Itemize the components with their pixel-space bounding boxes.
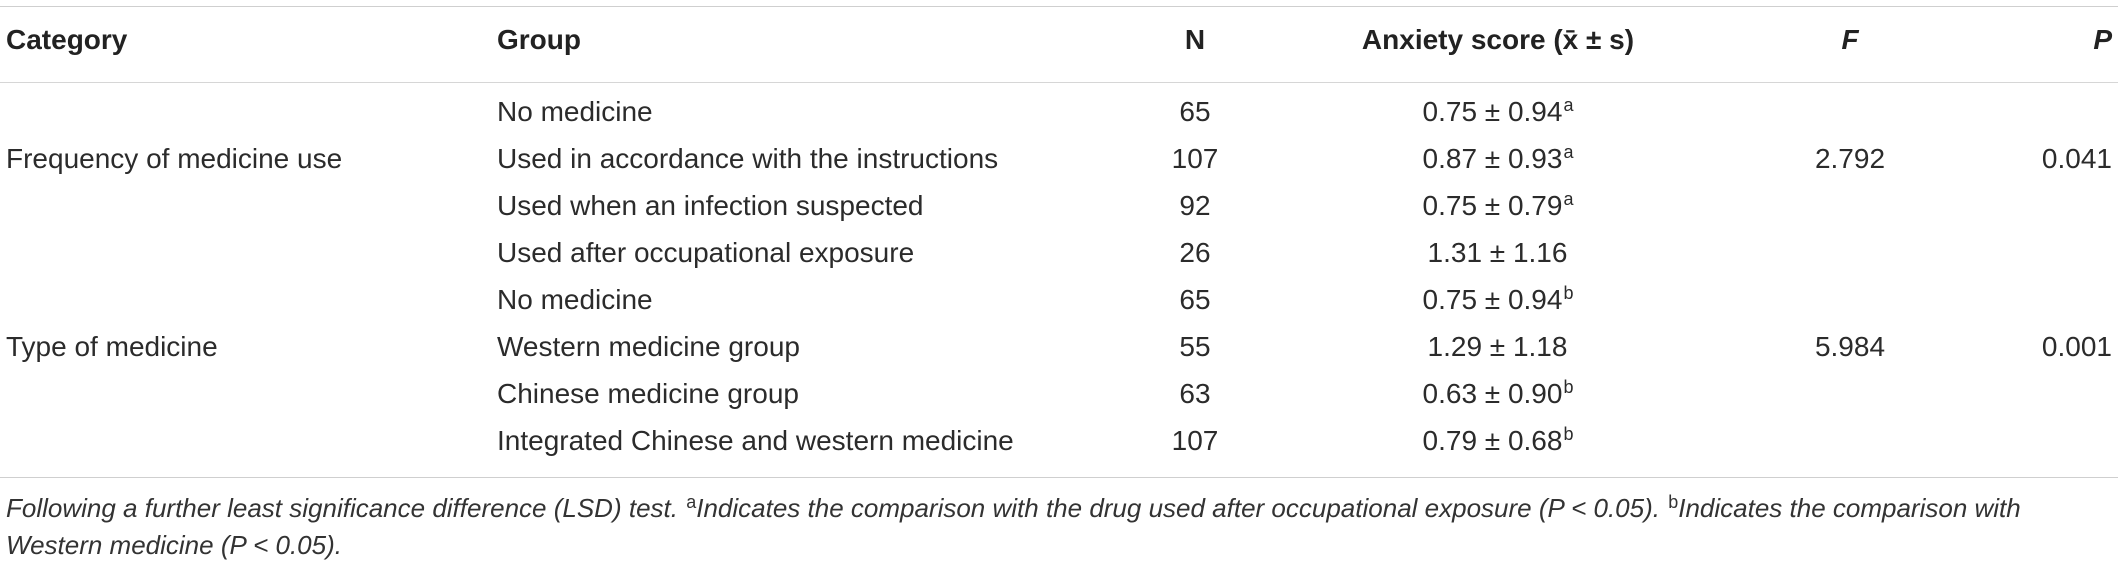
header-p: P: [2093, 24, 2112, 55]
cell-n: 65: [1179, 96, 1211, 127]
cell-p: 0.041: [2041, 143, 2112, 174]
anxiety-value: 1.29 ± 1.18: [1427, 331, 1568, 362]
footnote-mark-b: b: [1668, 492, 1679, 512]
superscript-mark: a: [1563, 95, 1574, 115]
cell-group: No medicine: [497, 96, 653, 127]
superscript-mark: a: [1563, 142, 1574, 162]
table-row: No medicine 65 0.75 ± 0.94a: [0, 92, 2118, 132]
header-group: Group: [497, 24, 581, 55]
table-row: Integrated Chinese and western medicine …: [0, 421, 2118, 461]
anxiety-value: 0.87 ± 0.93: [1422, 143, 1563, 174]
cell-anxiety-score: 1.29 ± 1.18: [1320, 327, 1676, 367]
header-rule: [0, 82, 2118, 83]
cell-anxiety-score: 0.87 ± 0.93a: [1320, 139, 1676, 179]
table-row: Chinese medicine group 63 0.63 ± 0.90b: [0, 374, 2118, 414]
table-header-row: Category Group N Anxiety score (x̄ ± s) …: [0, 20, 2118, 60]
cell-n: 63: [1179, 378, 1211, 409]
table-top-rule: [0, 6, 2118, 7]
cell-n: 107: [1171, 143, 1219, 174]
cell-group: Used after occupational exposure: [497, 237, 915, 268]
table-footnote: Following a further least significance d…: [6, 490, 2112, 564]
cell-anxiety-score: 1.31 ± 1.16: [1320, 233, 1676, 273]
cell-anxiety-score: 0.79 ± 0.68b: [1320, 421, 1676, 461]
cell-group: Chinese medicine group: [497, 378, 799, 409]
anxiety-value: 1.31 ± 1.16: [1427, 237, 1568, 268]
anxiety-value: 0.63 ± 0.90: [1422, 378, 1563, 409]
header-f: F: [1841, 24, 1859, 55]
cell-group: Used in accordance with the instructions: [497, 143, 999, 174]
cell-n: 107: [1171, 425, 1219, 456]
superscript-mark: b: [1563, 377, 1574, 397]
cell-category: Frequency of medicine use: [6, 143, 343, 174]
cell-p: 0.001: [2041, 331, 2112, 362]
cell-group: Western medicine group: [497, 331, 800, 362]
cell-n: 65: [1179, 284, 1211, 315]
footnote-text-a: Indicates the comparison with the drug u…: [696, 493, 1668, 523]
footnote-mark-a: a: [686, 492, 697, 512]
table-row: No medicine 65 0.75 ± 0.94b: [0, 280, 2118, 320]
cell-n: 55: [1179, 331, 1211, 362]
cell-category: Type of medicine: [6, 331, 218, 362]
table-bottom-rule: [0, 477, 2118, 478]
header-anxiety-score: Anxiety score (x̄ ± s): [1361, 24, 1635, 55]
superscript-mark: b: [1563, 283, 1574, 303]
superscript-mark: a: [1563, 189, 1574, 209]
table-row: Type of medicine Western medicine group …: [0, 327, 2118, 367]
table-row: Used when an infection suspected 92 0.75…: [0, 186, 2118, 226]
cell-f: 2.792: [1814, 143, 1886, 174]
cell-anxiety-score: 0.75 ± 0.94a: [1320, 92, 1676, 132]
cell-anxiety-score: 0.63 ± 0.90b: [1320, 374, 1676, 414]
anxiety-value: 0.75 ± 0.94: [1422, 284, 1563, 315]
cell-anxiety-score: 0.75 ± 0.79a: [1320, 186, 1676, 226]
cell-n: 26: [1179, 237, 1211, 268]
anxiety-value: 0.79 ± 0.68: [1422, 425, 1563, 456]
table-row: Frequency of medicine use Used in accord…: [0, 139, 2118, 179]
anxiety-value: 0.75 ± 0.94: [1422, 96, 1563, 127]
superscript-mark: b: [1563, 424, 1574, 444]
cell-f: 5.984: [1814, 331, 1886, 362]
footnote-lead: Following a further least significance d…: [6, 493, 686, 523]
header-n: N: [1184, 24, 1206, 55]
cell-group: Integrated Chinese and western medicine: [497, 425, 1014, 456]
cell-n: 92: [1179, 190, 1211, 221]
anxiety-value: 0.75 ± 0.79: [1422, 190, 1563, 221]
header-category: Category: [6, 24, 128, 55]
cell-anxiety-score: 0.75 ± 0.94b: [1320, 280, 1676, 320]
cell-group: Used when an infection suspected: [497, 190, 924, 221]
footnote-text-b: Indicates the comparison with Western me…: [6, 493, 2021, 560]
cell-group: No medicine: [497, 284, 653, 315]
table-row: Used after occupational exposure 26 1.31…: [0, 233, 2118, 273]
